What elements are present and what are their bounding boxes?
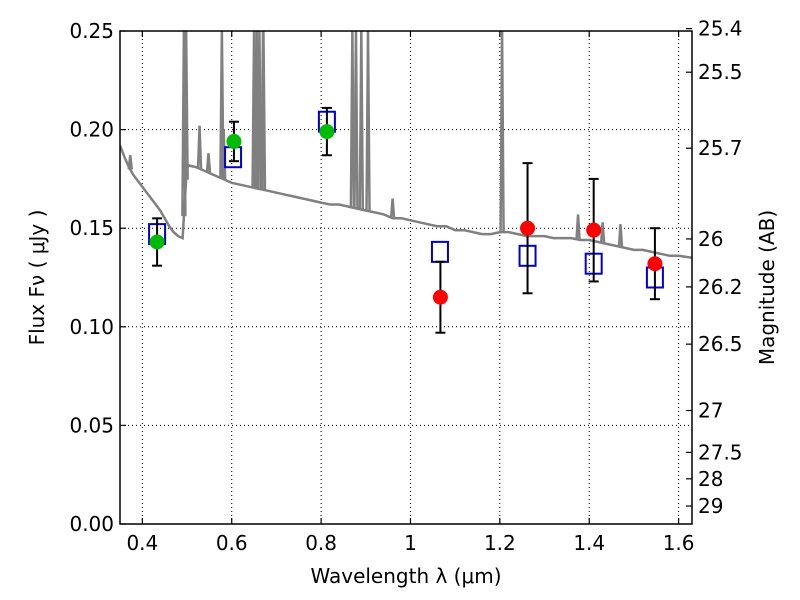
emission-line bbox=[260, 31, 267, 190]
x-tick-label: 1.4 bbox=[573, 531, 605, 555]
y2-tick-label: 28 bbox=[698, 467, 723, 491]
emission-line bbox=[219, 31, 225, 179]
photometry-point bbox=[226, 133, 242, 149]
emission-line bbox=[196, 125, 203, 169]
emission-line bbox=[575, 214, 581, 240]
y2-tick-label: 25.5 bbox=[698, 60, 743, 84]
y2-tick-label: 27.5 bbox=[698, 440, 743, 464]
photometry-point bbox=[149, 234, 165, 250]
plot-area bbox=[120, 31, 692, 334]
model-spectrum-line bbox=[120, 144, 692, 260]
x-tick-label: 0.6 bbox=[216, 531, 248, 555]
y2-axis-label: Magnitude (AB) bbox=[755, 210, 779, 365]
x-axis-label: Wavelength λ (μm) bbox=[310, 564, 501, 588]
grid bbox=[120, 30, 692, 525]
emission-line bbox=[353, 31, 359, 209]
y-tick-label: 0.20 bbox=[69, 118, 114, 142]
photometry-point bbox=[647, 256, 663, 272]
emission-line bbox=[127, 155, 134, 170]
axes: 0.4 0.6 0.8 1 1.2 1.4 1.6 0.00 0.05 0.10 0.15 0.20 0… bbox=[69, 17, 742, 555]
photometry-point bbox=[586, 222, 602, 238]
plot-clip bbox=[120, 31, 692, 334]
y2-tick-label: 26.2 bbox=[698, 275, 743, 299]
emission-line bbox=[389, 198, 396, 219]
x-tick-label: 1.6 bbox=[663, 531, 695, 555]
y-axis-label: Flux Fν ( μJy ) bbox=[25, 210, 49, 346]
emission-line bbox=[365, 31, 371, 211]
x-tick-label: 1 bbox=[404, 531, 417, 555]
photometry-point bbox=[432, 289, 448, 305]
model-band-box bbox=[430, 240, 449, 263]
emission-line bbox=[184, 164, 190, 173]
emission-line bbox=[358, 31, 365, 210]
plot-frame bbox=[119, 30, 693, 525]
y-tick-label: 0.10 bbox=[69, 315, 114, 339]
photometry-point bbox=[520, 220, 536, 236]
emission-line bbox=[349, 31, 356, 208]
y-tick-label: 0.05 bbox=[69, 413, 114, 437]
y2-tick-label: 25.7 bbox=[698, 136, 743, 160]
x-tick-label: 1.2 bbox=[484, 531, 516, 555]
y-tick-label: 0.00 bbox=[69, 512, 114, 536]
x-tick-label: 0.8 bbox=[305, 531, 337, 555]
emission-line bbox=[499, 31, 505, 233]
emission-line bbox=[617, 224, 624, 248]
y2-tick-label: 26 bbox=[698, 227, 723, 251]
emission-line bbox=[183, 31, 189, 180]
y-tick-label: 0.15 bbox=[69, 216, 114, 240]
y-tick-label: 0.25 bbox=[69, 19, 114, 43]
x-tick-label: 0.4 bbox=[126, 531, 158, 555]
emission-line bbox=[256, 31, 263, 189]
emission-line bbox=[205, 153, 212, 173]
y2-tick-label: 27 bbox=[698, 399, 723, 423]
y2-tick-label: 25.4 bbox=[698, 17, 743, 41]
photometry-point bbox=[319, 124, 335, 140]
y2-tick-label: 26.5 bbox=[698, 332, 743, 356]
y2-tick-label: 29 bbox=[698, 494, 723, 518]
emission-line bbox=[599, 222, 606, 244]
